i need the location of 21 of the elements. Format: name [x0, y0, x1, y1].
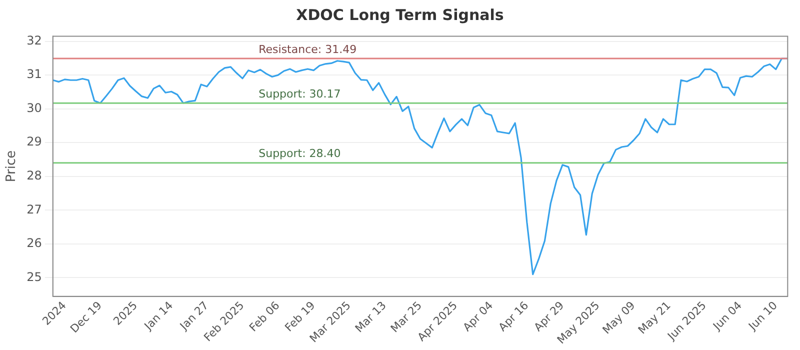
ref-line-label: Resistance: 31.49: [258, 42, 357, 56]
y-tick-label: 27: [26, 202, 42, 216]
x-tick-label: Dec 19: [68, 298, 104, 336]
y-tick-label: 30: [26, 100, 42, 115]
x-tick-label: Apr 16: [496, 298, 532, 334]
x-tick-label: Feb 06: [246, 298, 282, 334]
x-tick-label: Jun 10: [746, 298, 780, 334]
y-tick-label: 29: [26, 134, 42, 149]
x-tick-label: Apr 04: [460, 298, 496, 334]
y-tick-label: 31: [26, 67, 42, 82]
ref-line-label: Support: 30.17: [258, 87, 341, 100]
y-axis-title: Price: [4, 150, 20, 182]
y-tick-label: 32: [26, 33, 42, 48]
x-tick-label: Jun 04: [710, 298, 744, 334]
x-tick-label: Mar 13: [352, 298, 389, 336]
y-tick-label: 28: [26, 168, 42, 183]
y-tick-label: 25: [26, 270, 42, 284]
y-tick-label: 26: [26, 236, 42, 250]
chart-title: XDOC Long Term Signals: [295, 5, 505, 26]
x-tick-label: Jan 14: [141, 298, 176, 334]
ref-line-label: Support: 28.40: [258, 147, 341, 160]
